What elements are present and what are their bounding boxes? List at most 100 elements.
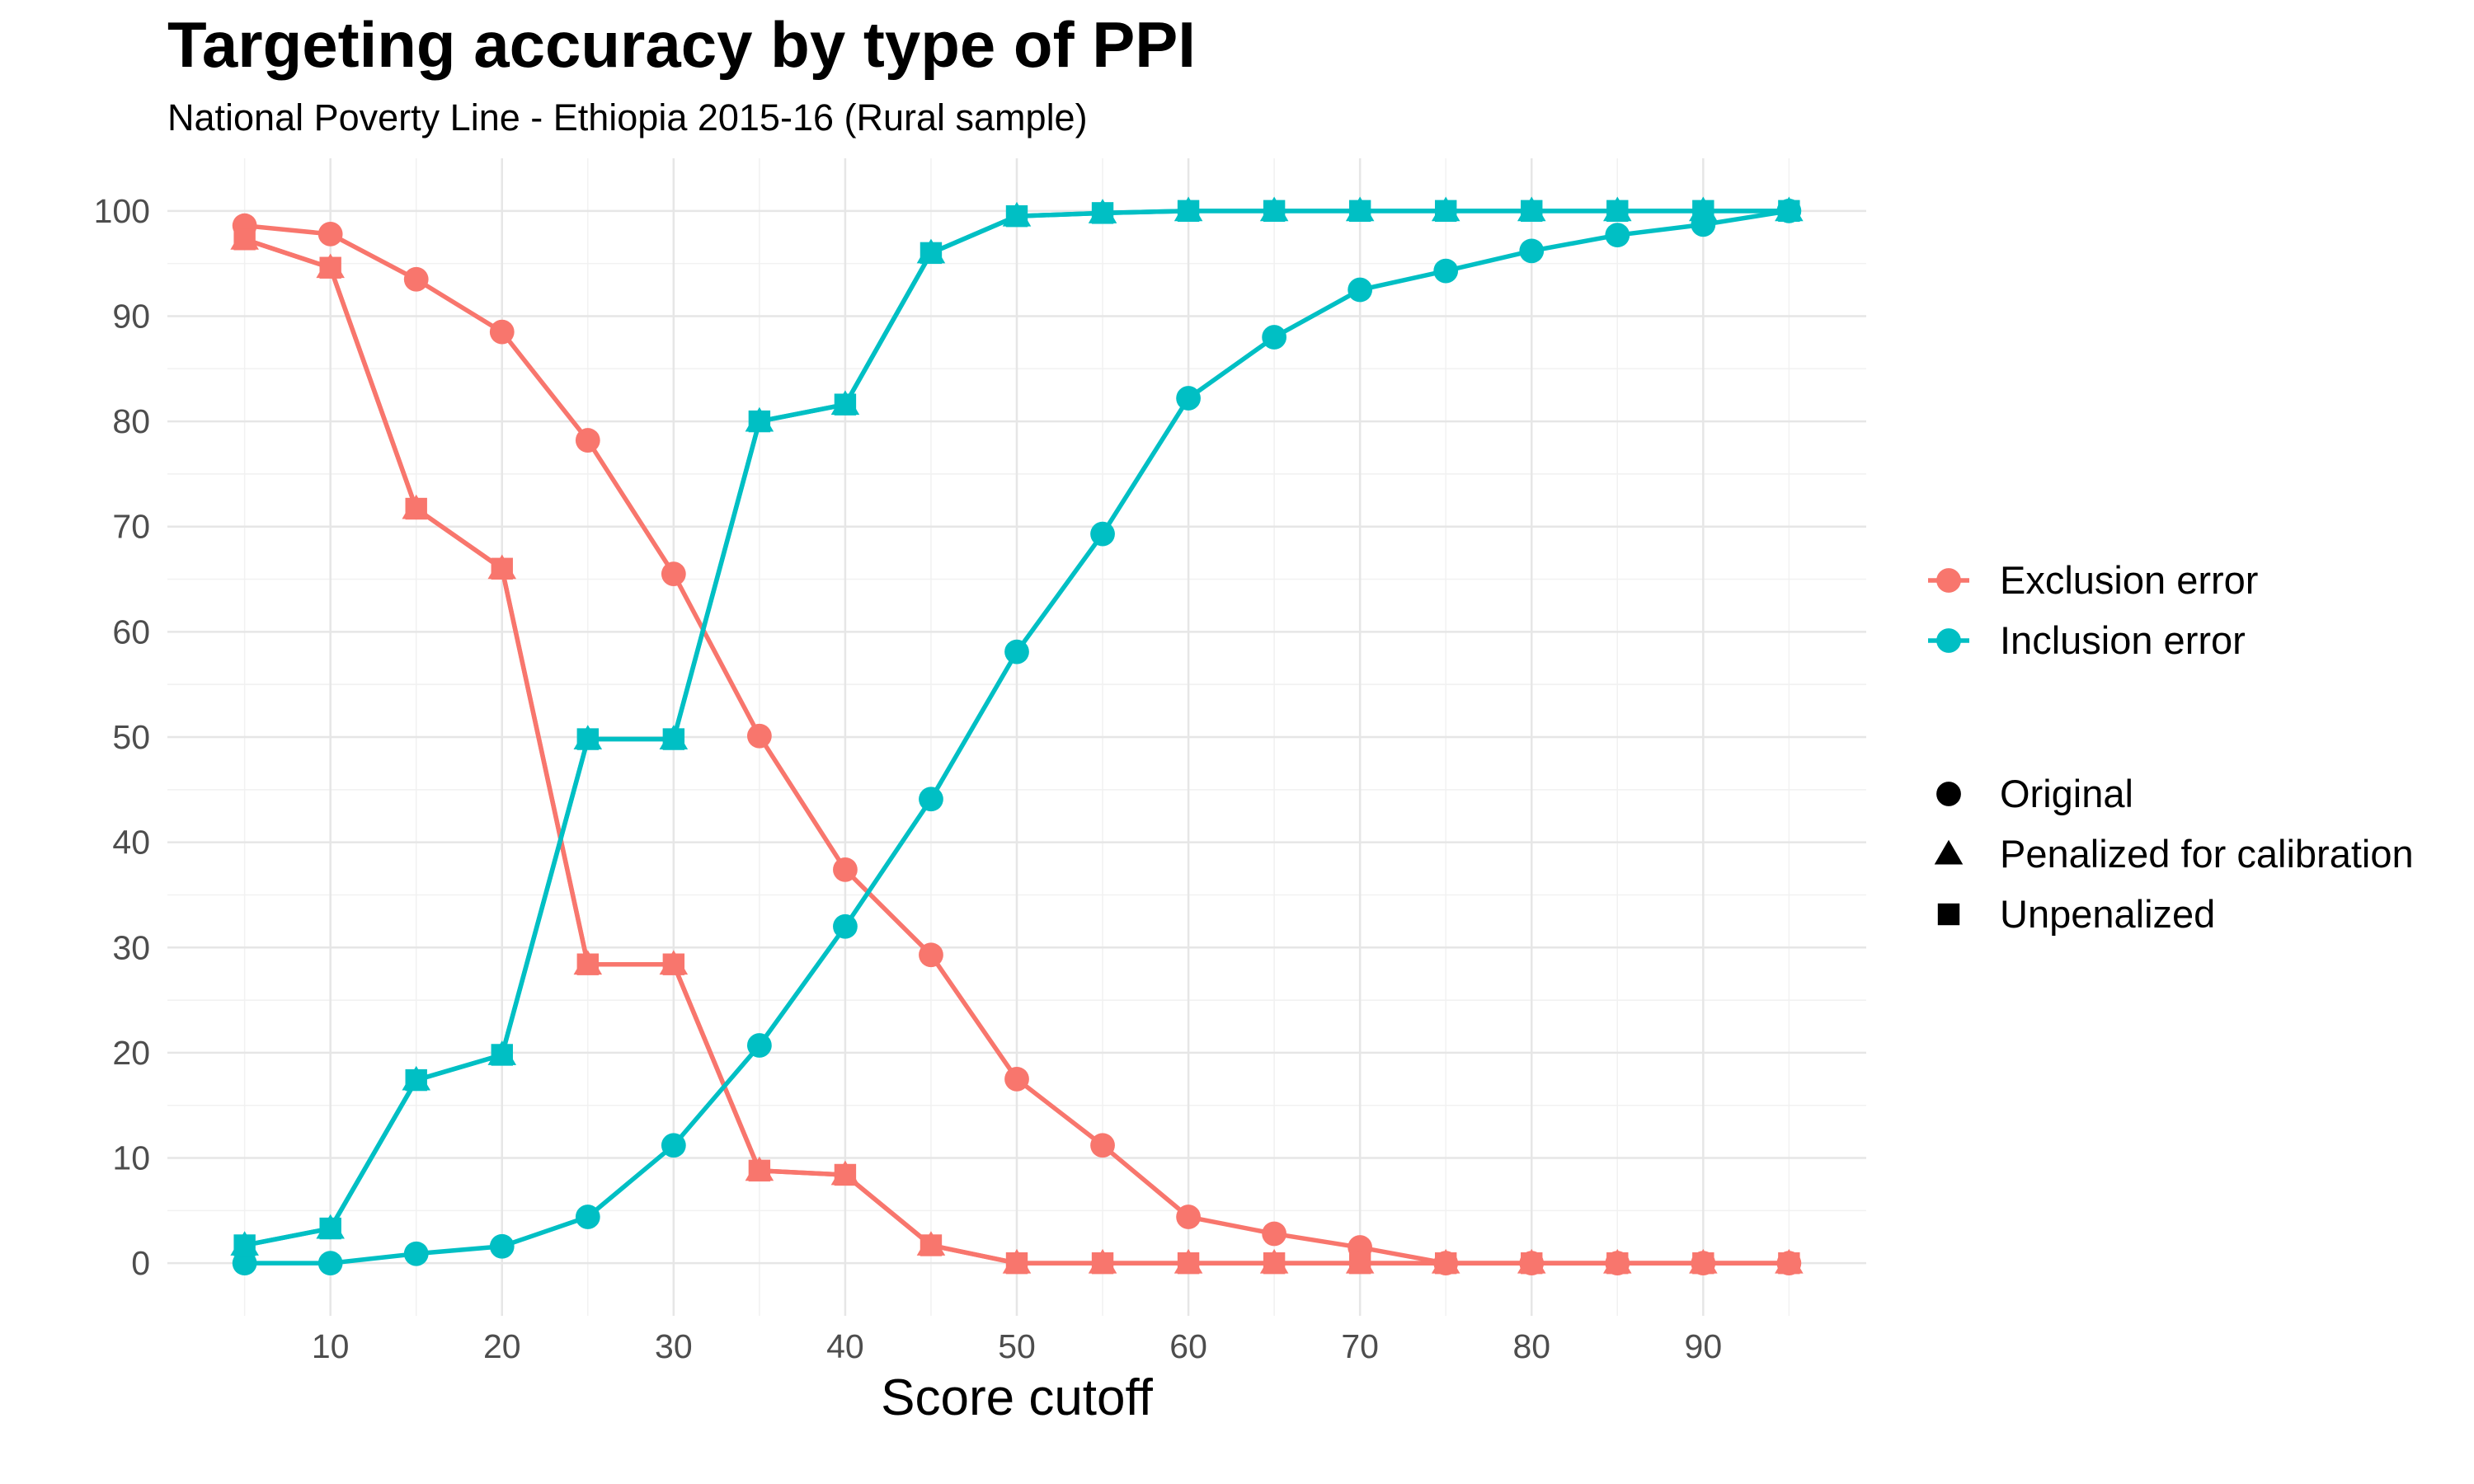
data-point-circle	[746, 1033, 772, 1058]
x-tick-label: 80	[1512, 1327, 1550, 1365]
axis-layer: 10 20 30 40 50 60 70 80 90 0 10 20 30 40 50 60 70 80 90 100…	[94, 192, 1723, 1426]
data-point-square	[1521, 200, 1543, 223]
data-point-circle	[1605, 223, 1630, 248]
legend-key-point	[1936, 568, 1961, 593]
data-point-circle	[232, 1251, 257, 1276]
data-point-circle	[919, 787, 943, 812]
y-tick-label: 20	[112, 1034, 150, 1072]
data-point-square	[233, 1234, 256, 1256]
data-point-circle	[1090, 1133, 1115, 1158]
data-point-circle	[403, 1241, 429, 1266]
data-point-circle	[919, 942, 943, 968]
legend-label: Unpenalized	[2000, 892, 2215, 936]
legend-shape-square	[1937, 903, 1960, 926]
data-point-circle	[575, 1205, 600, 1229]
data-point-square	[920, 1234, 943, 1256]
data-point-square	[748, 1159, 771, 1182]
data-point-circle	[661, 561, 686, 587]
y-tick-label: 0	[131, 1244, 150, 1282]
x-tick-label: 60	[1169, 1327, 1207, 1365]
data-point-square	[319, 256, 341, 279]
data-point-circle	[661, 1133, 686, 1158]
series-layer	[230, 196, 1804, 1276]
y-tick-label: 40	[112, 824, 150, 862]
data-point-square	[1348, 1252, 1371, 1275]
data-point-circle	[1176, 1205, 1201, 1229]
legend-shape-triangle	[1934, 839, 1964, 865]
data-point-square	[233, 228, 256, 251]
legend-label: Exclusion error	[2000, 558, 2258, 602]
x-tick-label: 50	[998, 1327, 1036, 1365]
x-tick-label: 30	[655, 1327, 693, 1365]
data-point-square	[491, 557, 513, 580]
legend-label: Inclusion error	[2000, 618, 2246, 662]
data-point-square	[1348, 200, 1371, 223]
x-tick-label: 10	[312, 1327, 350, 1365]
legend-key-point	[1936, 628, 1961, 653]
data-point-square	[405, 1068, 427, 1092]
chart-subtitle: National Poverty Line - Ethiopia 2015-16…	[167, 96, 1088, 139]
y-tick-label: 50	[112, 718, 150, 756]
data-point-circle	[1519, 238, 1545, 264]
data-point-square	[662, 953, 685, 975]
data-point-square	[1435, 200, 1457, 223]
data-point-square	[1692, 1252, 1714, 1275]
data-point-square	[1091, 202, 1114, 224]
data-point-square	[1606, 1252, 1629, 1275]
data-point-square	[834, 1163, 857, 1186]
data-point-circle	[317, 222, 343, 247]
legend-shape-circle	[1936, 782, 1961, 806]
data-point-circle	[1004, 1066, 1029, 1092]
data-point-circle	[1433, 258, 1459, 284]
data-point-square	[405, 497, 427, 520]
x-tick-label: 90	[1685, 1327, 1723, 1365]
y-tick-label: 100	[94, 192, 150, 230]
data-point-circle	[403, 266, 429, 292]
data-point-circle	[833, 913, 858, 939]
data-point-square	[1005, 205, 1028, 228]
data-point-square	[920, 242, 943, 265]
data-point-square	[1005, 1252, 1028, 1275]
data-point-square	[1778, 200, 1800, 223]
legend-label: Penalized for calibration	[2000, 832, 2414, 876]
x-tick-label: 20	[483, 1327, 521, 1365]
y-tick-label: 30	[112, 928, 150, 966]
x-tick-label: 40	[826, 1327, 864, 1365]
data-point-square	[1521, 1252, 1543, 1275]
data-point-square	[319, 1217, 341, 1240]
data-point-square	[1606, 200, 1629, 223]
data-point-square	[1263, 1252, 1286, 1275]
data-point-circle	[575, 428, 600, 453]
y-tick-label: 70	[112, 508, 150, 546]
data-point-square	[491, 1044, 513, 1066]
grid-layer	[167, 158, 1866, 1316]
x-tick-label: 70	[1341, 1327, 1379, 1365]
data-point-square	[834, 393, 857, 416]
data-point-circle	[746, 723, 772, 749]
data-point-square	[662, 728, 685, 750]
data-point-circle	[1090, 521, 1115, 547]
data-point-square	[1177, 1252, 1200, 1275]
data-point-circle	[489, 319, 515, 345]
legend: Exclusion error Inclusion error Original Pe…	[1928, 558, 2414, 936]
y-tick-label: 90	[112, 297, 150, 335]
data-point-square	[748, 410, 771, 433]
y-tick-label: 60	[112, 613, 150, 650]
data-point-circle	[317, 1251, 343, 1276]
legend-label: Original	[2000, 772, 2133, 815]
data-point-square	[1778, 1252, 1800, 1275]
data-point-circle	[1004, 639, 1029, 665]
x-axis-title: Score cutoff	[881, 1369, 1153, 1426]
data-point-circle	[833, 857, 858, 882]
data-point-circle	[489, 1233, 515, 1259]
data-point-square	[1263, 200, 1286, 223]
data-point-square	[1177, 200, 1200, 223]
chart-title: Targeting accuracy by type of PPI	[167, 8, 1196, 81]
data-point-square	[576, 728, 599, 750]
data-point-square	[576, 953, 599, 975]
data-point-circle	[1262, 325, 1287, 350]
data-point-circle	[1176, 386, 1201, 411]
data-point-square	[1435, 1252, 1457, 1275]
data-point-square	[1692, 200, 1714, 223]
